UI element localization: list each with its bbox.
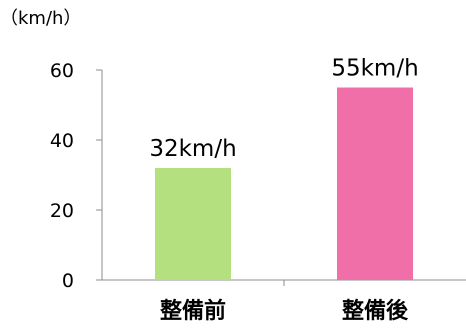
data-label: 32km/h: [149, 136, 236, 162]
category-label: 整備前: [160, 298, 226, 324]
bar: [337, 87, 413, 280]
bars: [155, 87, 413, 280]
y-unit-label: （km/h）: [0, 8, 81, 29]
labels: 32km/h 整備前 55km/h 整備後: [149, 56, 418, 325]
y-tick-label: 0: [62, 270, 74, 292]
y-tick-label: 20: [50, 200, 74, 222]
y-tick-label: 40: [50, 130, 74, 152]
category-label: 整備後: [342, 298, 409, 324]
bar: [155, 168, 231, 280]
y-axis-ticks: 0 20 40 60: [50, 60, 285, 292]
data-label: 55km/h: [331, 56, 418, 82]
y-tick-label: 60: [50, 60, 74, 82]
